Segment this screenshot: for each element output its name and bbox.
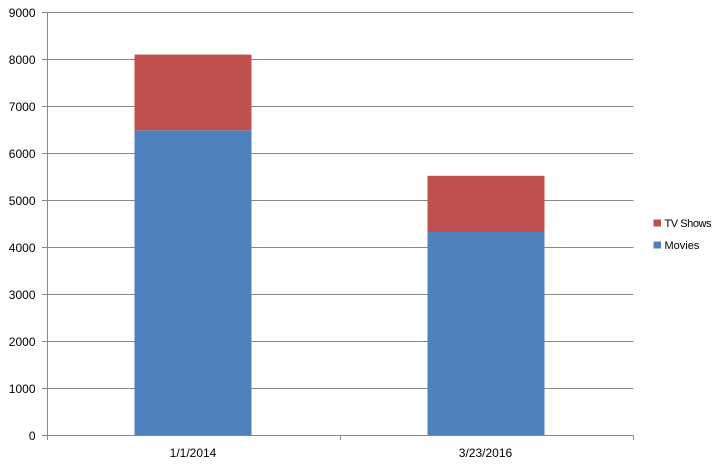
svg-text:1/1/2014: 1/1/2014: [170, 446, 217, 460]
svg-text:3000: 3000: [9, 288, 36, 302]
svg-text:7000: 7000: [9, 100, 36, 114]
svg-text:TV Shows: TV Shows: [665, 218, 712, 230]
svg-text:8000: 8000: [9, 53, 36, 67]
svg-text:5000: 5000: [9, 194, 36, 208]
svg-text:4000: 4000: [9, 241, 36, 255]
svg-text:2000: 2000: [9, 335, 36, 349]
svg-text:Movies: Movies: [665, 240, 700, 252]
svg-text:0: 0: [29, 429, 36, 443]
svg-text:1000: 1000: [9, 382, 36, 396]
svg-text:9000: 9000: [9, 6, 36, 20]
svg-text:6000: 6000: [9, 147, 36, 161]
svg-text:3/23/2016: 3/23/2016: [459, 446, 513, 460]
